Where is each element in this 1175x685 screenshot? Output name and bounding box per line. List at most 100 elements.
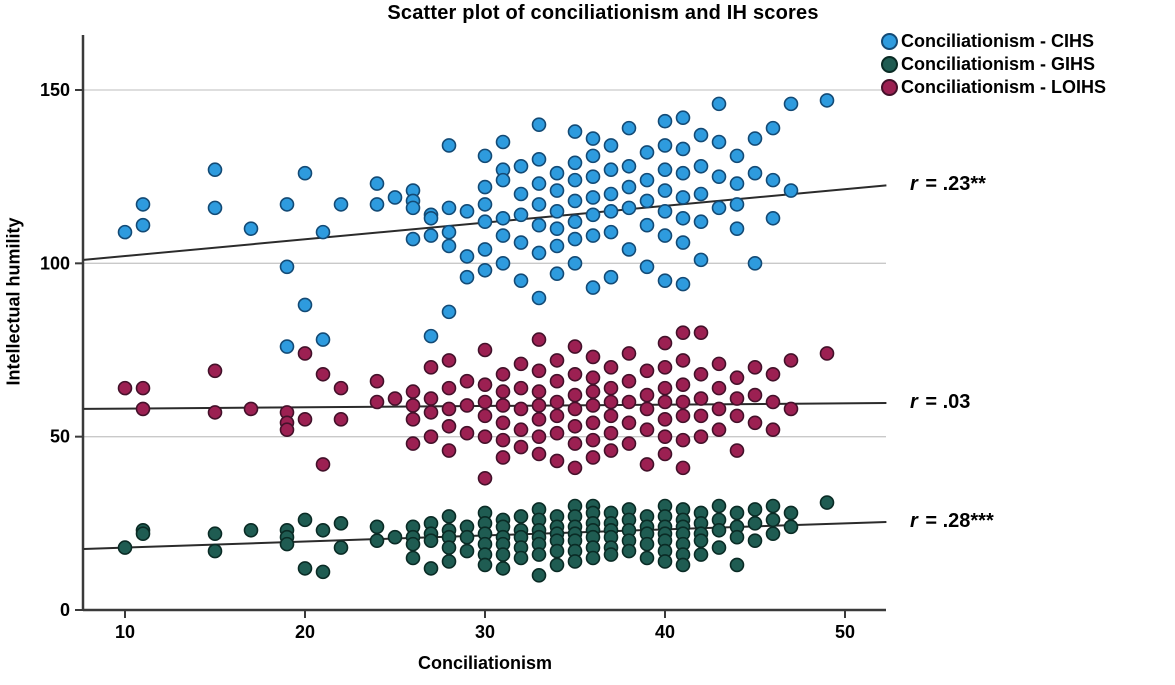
data-point: [477, 179, 493, 195]
data-point: [549, 408, 565, 424]
data-point: [477, 342, 493, 358]
data-point: [621, 373, 637, 389]
data-point: [207, 526, 223, 542]
data-point: [729, 176, 745, 191]
data-point: [477, 408, 493, 424]
x-tick-label: 20: [295, 622, 315, 642]
data-point: [747, 502, 763, 517]
data-point: [729, 221, 745, 236]
data-point: [279, 339, 295, 354]
data-point: [531, 117, 547, 132]
data-point: [603, 425, 619, 441]
data-point: [297, 297, 313, 313]
data-point: [585, 398, 601, 413]
data-point: [603, 380, 619, 396]
data-point: [729, 408, 745, 424]
legend-label-cihs: Conciliationism - CIHS: [901, 30, 1095, 51]
data-point: [441, 540, 457, 555]
data-point: [549, 353, 565, 368]
data-point: [207, 405, 223, 420]
data-point: [567, 339, 583, 354]
data-point: [531, 412, 547, 427]
data-point: [711, 356, 727, 372]
data-point: [531, 245, 547, 261]
data-point: [567, 387, 583, 403]
x-tick-label: 10: [115, 622, 135, 642]
data-point: [819, 93, 835, 108]
data-point: [729, 505, 745, 521]
data-point: [405, 200, 421, 216]
data-point: [585, 415, 601, 431]
data-point: [333, 380, 349, 396]
data-point: [729, 529, 745, 545]
data-point: [603, 186, 619, 202]
legend-label-loihs: Conciliationism - LOIHS: [901, 76, 1107, 97]
data-point: [603, 394, 619, 410]
data-point: [783, 401, 799, 417]
data-point: [639, 363, 655, 379]
data-point: [549, 204, 565, 219]
r-value-cihs: r = .23**: [910, 173, 986, 196]
data-point: [441, 200, 457, 216]
data-point: [423, 405, 439, 420]
data-point: [549, 557, 565, 573]
data-point: [567, 401, 583, 417]
data-point: [477, 429, 493, 444]
data-point: [621, 158, 637, 174]
data-point: [585, 190, 601, 205]
data-point: [585, 550, 601, 566]
data-point: [639, 259, 655, 275]
data-point: [207, 543, 223, 559]
x-axis-title: Conciliationism: [417, 653, 552, 673]
data-point: [135, 380, 151, 396]
data-point: [711, 498, 727, 514]
data-point: [333, 197, 349, 212]
data-point: [693, 366, 709, 382]
data-point: [495, 384, 511, 399]
data-point: [693, 547, 709, 562]
data-point: [585, 148, 601, 164]
data-point: [459, 249, 475, 264]
data-point: [675, 353, 691, 368]
data-point: [675, 432, 691, 448]
data-point: [495, 172, 511, 188]
data-point: [279, 536, 295, 552]
data-point: [675, 276, 691, 292]
legend: Conciliationism - CIHS Conciliationism -…: [881, 30, 1106, 98]
data-point: [441, 380, 457, 396]
r-value-gihs: r = .28***: [910, 510, 994, 533]
data-point: [657, 162, 673, 178]
data-point: [711, 380, 727, 396]
data-point: [657, 183, 673, 198]
data-point: [531, 547, 547, 562]
data-point: [477, 214, 493, 230]
data-point: [315, 457, 331, 472]
data-point: [639, 387, 655, 403]
data-point: [549, 221, 565, 236]
data-point: [549, 266, 565, 282]
data-point: [459, 425, 475, 441]
data-point: [675, 210, 691, 226]
data-point: [531, 152, 547, 167]
r-symbol: r: [910, 173, 918, 196]
data-point: [657, 446, 673, 462]
data-point: [675, 408, 691, 424]
data-point: [765, 526, 781, 542]
data-point: [495, 415, 511, 431]
data-point: [531, 176, 547, 191]
data-point: [585, 169, 601, 184]
data-point: [297, 346, 313, 361]
data-point: [549, 543, 565, 559]
data-point: [441, 138, 457, 153]
data-point: [459, 543, 475, 559]
data-point: [243, 401, 259, 417]
data-point: [657, 204, 673, 219]
loihs-marker-icon: [881, 78, 898, 96]
chart-title: Scatter plot of conciliationism and IH s…: [387, 2, 819, 24]
r-value-text: = .23**: [919, 173, 986, 196]
data-point: [639, 550, 655, 566]
data-point: [657, 412, 673, 427]
data-point: [135, 526, 151, 542]
data-point: [531, 398, 547, 413]
